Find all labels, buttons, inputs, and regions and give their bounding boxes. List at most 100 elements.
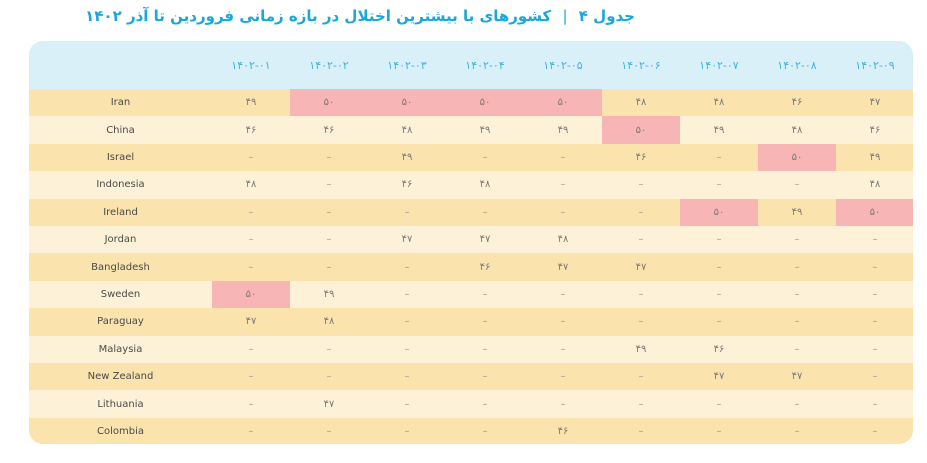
table-cell: ۴۸ — [323, 316, 335, 328]
table-cell: ۴۹ — [635, 343, 647, 355]
column-header: ۱۴۰۲-۰۹ — [855, 58, 895, 72]
table-row: Colombia – – – – ۴۶ – – – – — [29, 417, 913, 444]
table-cell: – — [716, 288, 722, 300]
table-row: Indonesia ۴۸ – ۴۶ ۴۸ – – – – ۴۸ — [29, 171, 913, 199]
table-cell: ۴۹ — [323, 288, 335, 300]
table-cell-highlighted: ۵۰ — [368, 89, 446, 117]
country-name: Lithuania — [97, 398, 144, 410]
table-cell: – — [560, 288, 566, 300]
table-cell: – — [248, 343, 254, 355]
table-cell: – — [716, 425, 722, 437]
column-header: ۱۴۰۲-۰۶ — [621, 58, 661, 72]
table-cell-highlighted: ۵۰ — [680, 198, 758, 226]
table-number: جدول ۴ — [578, 7, 635, 25]
table-cell: – — [404, 398, 410, 410]
table-cell: – — [404, 261, 410, 273]
table-cell: – — [560, 316, 566, 328]
table-cell: – — [716, 316, 722, 328]
table-cell: – — [404, 371, 410, 383]
table-cell: – — [560, 206, 566, 218]
table-cell: – — [326, 371, 332, 383]
table-cell: – — [638, 371, 644, 383]
table-cell: ۴۹ — [245, 97, 257, 109]
column-header: ۱۴۰۲-۰۳ — [387, 58, 427, 72]
table-cell: – — [248, 371, 254, 383]
table-cell: – — [404, 206, 410, 218]
table-cell: – — [404, 343, 410, 355]
country-name: China — [106, 124, 135, 136]
country-name: Bangladesh — [91, 261, 150, 273]
table-cell: – — [872, 343, 878, 355]
table-cell: – — [482, 371, 488, 383]
table-cell: ۴۷ — [401, 234, 413, 246]
table-cell: – — [872, 288, 878, 300]
table-row: Bangladesh – – – ۴۶ ۴۷ ۴۷ – – – — [29, 253, 913, 281]
table-cell: ۴۸ — [869, 179, 881, 191]
table-cell: – — [794, 261, 800, 273]
table-cell: – — [872, 261, 878, 273]
table-header: ۱۴۰۲-۰۱ ۱۴۰۲-۰۲ ۱۴۰۲-۰۳ ۱۴۰۲-۰۴ ۱۴۰۲-۰۵ ۱۴۰۲-… — [29, 41, 913, 89]
table-cell: ۴۷ — [869, 97, 881, 109]
column-header: ۱۴۰۲-۰۴ — [465, 58, 505, 72]
table-cell: – — [482, 288, 488, 300]
table-cell: ۴۶ — [479, 261, 491, 273]
table-cell: ۴۷ — [791, 371, 803, 383]
table-cell: ۴۶ — [869, 124, 881, 136]
table-cell: – — [794, 288, 800, 300]
table-cell: ۴۶ — [245, 124, 257, 136]
table-cell: – — [482, 343, 488, 355]
table-cell: – — [404, 288, 410, 300]
table-row: Ireland – – – – – – ۵۰ ۴۹ ۵۰ — [29, 198, 913, 226]
table-cell: – — [638, 425, 644, 437]
column-header: ۱۴۰۲-۰۷ — [699, 58, 739, 72]
table-cell: – — [872, 316, 878, 328]
table-cell: – — [638, 398, 644, 410]
table-cell: – — [326, 151, 332, 163]
table-cell: ۴۶ — [635, 151, 647, 163]
title-separator: | — [562, 7, 568, 25]
table-cell: – — [872, 234, 878, 246]
table-cell: – — [326, 234, 332, 246]
country-name: Colombia — [97, 425, 144, 437]
table-row: Paraguay ۴۷ ۴۸ – – – – – – – — [29, 308, 913, 336]
table-cell: – — [794, 398, 800, 410]
table-row: Lithuania – ۴۷ – – – – – – – — [29, 390, 913, 418]
table-cell: – — [248, 425, 254, 437]
table-cell: – — [716, 398, 722, 410]
country-name: Iran — [110, 97, 131, 109]
table-row: Malaysia – – – – – ۴۹ ۴۶ – – — [29, 335, 913, 363]
table-cell: – — [248, 151, 254, 163]
table-cell: – — [560, 151, 566, 163]
table-cell: ۴۶ — [713, 343, 725, 355]
country-name: Israel — [106, 151, 135, 163]
table-cell: – — [560, 179, 566, 191]
table-cell: – — [482, 398, 488, 410]
table-cell: – — [560, 398, 566, 410]
table-row: China ۴۶ ۴۶ ۴۸ ۴۹ ۴۹ ۵۰ ۴۹ ۴۸ ۴۶ — [29, 116, 913, 144]
table-cell: – — [404, 425, 410, 437]
column-header: ۱۴۰۲-۰۲ — [309, 58, 349, 72]
table-cell: – — [794, 316, 800, 328]
table-cell: ۴۹ — [869, 151, 881, 163]
country-name: Paraguay — [97, 316, 144, 328]
table-cell: – — [794, 234, 800, 246]
column-header: ۱۴۰۲-۰۱ — [231, 58, 271, 72]
table-cell: ۴۸ — [713, 97, 725, 109]
table-cell: ۴۶ — [557, 425, 569, 437]
table-cell: ۴۷ — [323, 398, 335, 410]
table-cell: – — [326, 425, 332, 437]
table-cell: ۴۶ — [323, 124, 335, 136]
table-cell: ۴۷ — [557, 261, 569, 273]
table-cell: ۴۹ — [557, 124, 569, 136]
table-cell: ۴۹ — [479, 124, 491, 136]
table-cell-highlighted: ۵۰ — [446, 89, 524, 117]
table-row: Sweden ۵۰ ۴۹ – – – – – – – — [29, 280, 913, 309]
table-cell: – — [872, 398, 878, 410]
table-cell: – — [482, 425, 488, 437]
table-cell: ۴۷ — [713, 371, 725, 383]
table-cell: – — [638, 288, 644, 300]
table-cell: ۴۸ — [557, 234, 569, 246]
table-cell: ۴۸ — [245, 179, 257, 191]
table-cell: – — [638, 234, 644, 246]
table-cell: – — [716, 261, 722, 273]
